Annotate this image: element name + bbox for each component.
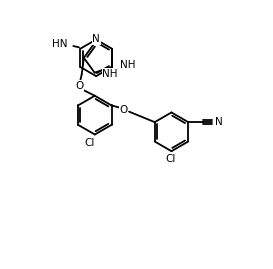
Text: NH: NH xyxy=(120,60,135,70)
Text: NH: NH xyxy=(102,69,118,79)
Text: Cl: Cl xyxy=(165,154,175,164)
Text: HN: HN xyxy=(52,39,67,49)
Text: O: O xyxy=(75,81,83,91)
Text: Cl: Cl xyxy=(85,137,95,148)
Text: O: O xyxy=(120,105,128,115)
Text: N: N xyxy=(215,117,222,127)
Text: N: N xyxy=(92,34,100,44)
